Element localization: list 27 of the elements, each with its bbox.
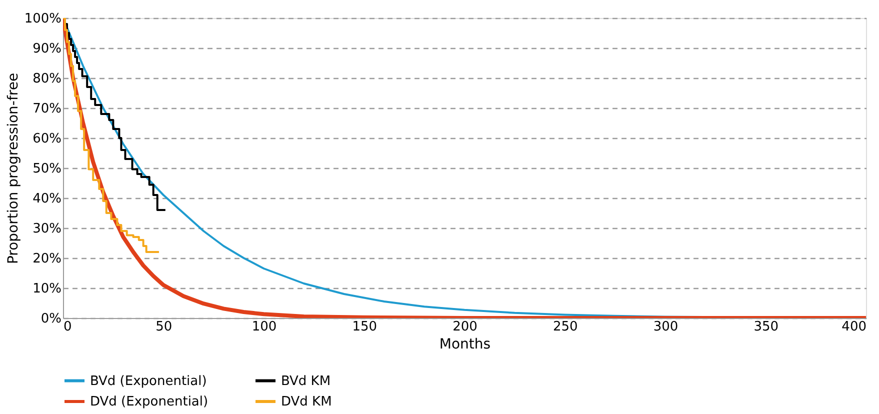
x-tick-label: 400: [842, 320, 866, 334]
x-axis-title: Months: [439, 336, 491, 352]
legend-label: BVd (Exponential): [90, 374, 207, 389]
x-tick-label: 50: [156, 320, 172, 334]
x-tick-label: 0: [64, 320, 72, 334]
x-tick-label: 300: [653, 320, 678, 334]
y-tick-label: 40%: [32, 192, 62, 206]
y-tick-label: 90%: [32, 42, 62, 56]
line-series: [63, 18, 866, 318]
x-tick-label: 350: [754, 320, 779, 334]
x-tick-label: 100: [252, 320, 277, 334]
y-tick-label: 100%: [24, 12, 62, 26]
y-tick-label: 20%: [32, 252, 62, 266]
y-tick-label: 0%: [40, 312, 62, 326]
x-tick-label: 150: [352, 320, 378, 334]
y-tick-label: 80%: [32, 72, 62, 86]
y-tick-label: 30%: [32, 222, 62, 236]
x-tick-label: 250: [552, 320, 578, 334]
y-tick-label: 60%: [32, 132, 62, 146]
y-tick-label: 70%: [32, 102, 62, 116]
y-tick-label: 50%: [32, 162, 62, 176]
legend-label: DVd KM: [281, 394, 332, 410]
y-axis-title: Proportion progression-free: [5, 72, 22, 264]
legend-label: DVd (Exponential): [90, 394, 208, 410]
x-tick-label: 200: [452, 320, 478, 334]
legend-label: BVd KM: [281, 374, 331, 389]
y-tick-label: 10%: [32, 282, 62, 296]
